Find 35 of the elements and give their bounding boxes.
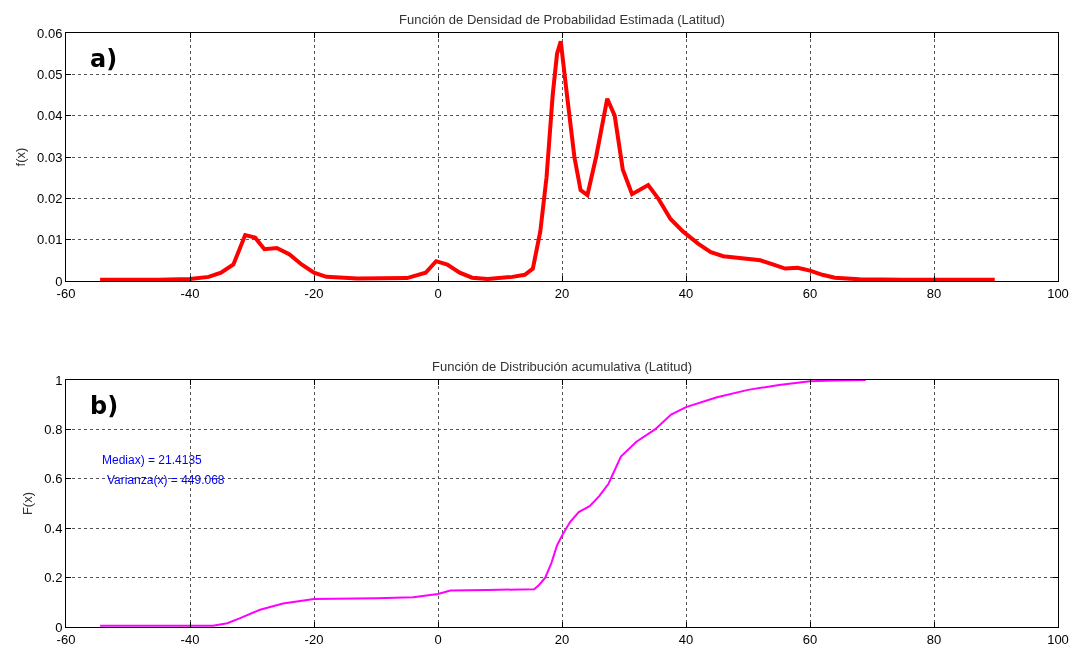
y-tick-label: 1 bbox=[55, 372, 63, 388]
y-tick-label: 0.03 bbox=[37, 149, 63, 165]
x-tick-label: 0 bbox=[434, 285, 442, 301]
chart-title: Función de Densidad de Probabilidad Estimada (Latitud) bbox=[399, 12, 725, 27]
y-tick-label: 0.04 bbox=[37, 108, 63, 124]
x-tick-label: -20 bbox=[304, 285, 324, 301]
annotation: Mediax) = 21.4135 bbox=[102, 453, 203, 467]
y-tick-label: 0.6 bbox=[44, 471, 63, 487]
x-tick-label: 100 bbox=[1047, 631, 1069, 647]
x-tick-label: 80 bbox=[926, 631, 942, 647]
y-tick-label: 0.06 bbox=[37, 25, 63, 41]
y-tick-label: 0.05 bbox=[37, 66, 63, 82]
y-tick-label: 0.01 bbox=[37, 232, 63, 248]
x-tick-label: 60 bbox=[802, 285, 818, 301]
y-tick-label: 0.2 bbox=[44, 570, 63, 586]
x-tick-label: -20 bbox=[304, 631, 324, 647]
x-tick-label: 20 bbox=[554, 285, 570, 301]
x-tick-label: 100 bbox=[1047, 285, 1069, 301]
x-tick-label: 20 bbox=[554, 631, 570, 647]
y-tick-label: 0.4 bbox=[44, 520, 63, 536]
annotation: Varianza(x) = 449.068 bbox=[107, 473, 225, 487]
annotation: a) bbox=[90, 45, 118, 73]
x-tick-label: 40 bbox=[678, 285, 694, 301]
x-tick-label: 60 bbox=[802, 631, 818, 647]
x-tick-label: 0 bbox=[434, 631, 442, 647]
x-tick-label: -40 bbox=[180, 631, 200, 647]
chart-title: Función de Distribución acumulativa (Latitud) bbox=[432, 359, 693, 374]
x-tick-label: 80 bbox=[926, 285, 942, 301]
y-axis-title: F(x) bbox=[20, 491, 36, 516]
y-tick-label: 0.8 bbox=[44, 421, 63, 437]
x-tick-label: -40 bbox=[180, 285, 200, 301]
x-tick-label: 40 bbox=[678, 631, 694, 647]
y-axis-title: f(x) bbox=[13, 147, 29, 167]
y-tick-label: 0.02 bbox=[37, 190, 63, 206]
annotation: b) bbox=[90, 392, 119, 420]
